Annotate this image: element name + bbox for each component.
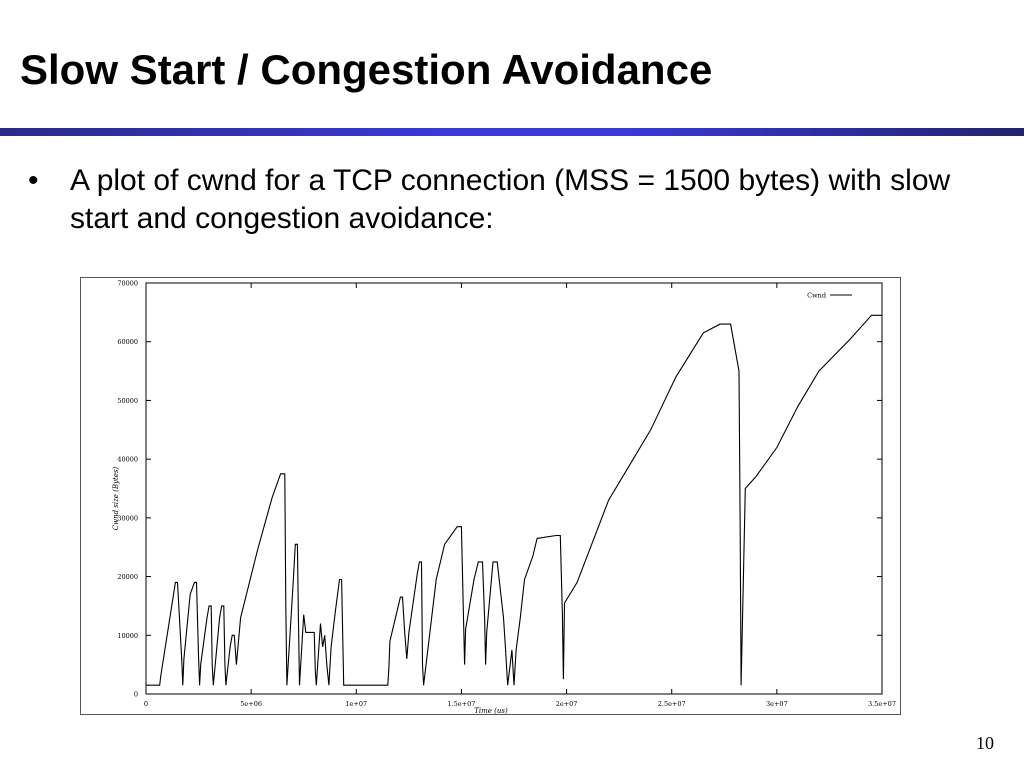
y-tick-label: 10000 xyxy=(117,632,138,640)
series-line xyxy=(146,314,882,686)
y-tick-label: 60000 xyxy=(117,338,138,346)
y-tick-label: 0 xyxy=(134,691,138,699)
x-tick-label: 1e+07 xyxy=(345,700,367,708)
legend-label: Cwnd xyxy=(807,292,826,300)
y-tick-label: 40000 xyxy=(117,456,138,464)
y-tick-label: 50000 xyxy=(117,397,138,405)
x-tick-label: 1.5e+07 xyxy=(447,700,475,708)
cwnd-chart-svg: 0 10000 20000 30000 40000 50000 60000 70000 0 5e+… xyxy=(112,280,896,715)
y-tick-label: 70000 xyxy=(117,280,138,288)
x-tick-label: 2e+07 xyxy=(556,700,578,708)
x-tick-label: 5e+06 xyxy=(240,700,262,708)
cwnd-chart: 0 10000 20000 30000 40000 50000 60000 70000 0 5e+… xyxy=(80,277,901,715)
bullet-text: A plot of cwnd for a TCP connection (MSS… xyxy=(70,164,951,235)
bullet-icon: • xyxy=(28,164,39,197)
x-tick-label: 2.5e+07 xyxy=(658,700,686,708)
x-tick-label: 0 xyxy=(144,700,148,708)
chart-legend: Cwnd xyxy=(807,292,852,300)
x-tick-label: 3.5e+07 xyxy=(868,700,896,708)
x-tick-label: 3e+07 xyxy=(766,700,788,708)
plot-border xyxy=(145,282,883,695)
y-tick-label: 20000 xyxy=(117,573,138,581)
chart-lines xyxy=(146,314,882,686)
x-axis-label: Time (us) xyxy=(474,707,508,714)
title-divider xyxy=(0,128,1024,136)
y-tick-label: 30000 xyxy=(117,514,138,522)
chart-axes: 0 10000 20000 30000 40000 50000 60000 70000 0 5e+… xyxy=(112,280,896,715)
slide-title: Slow Start / Congestion Avoidance xyxy=(20,46,713,93)
page-number: 10 xyxy=(976,733,994,753)
bullet-item: • A plot of cwnd for a TCP connection (M… xyxy=(24,162,1004,238)
y-axis-label: Cwnd size (Bytes) xyxy=(112,466,120,530)
